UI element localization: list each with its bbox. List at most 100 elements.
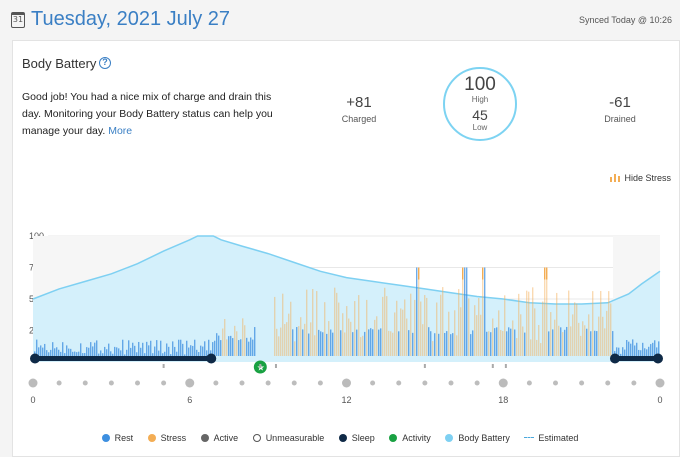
legend-estimated[interactable]: Estimated bbox=[524, 433, 578, 443]
legend-active[interactable]: Active bbox=[200, 433, 238, 443]
rest-bar bbox=[48, 352, 50, 356]
rest-bar bbox=[176, 351, 178, 356]
rest-bar bbox=[626, 340, 628, 356]
rest-bar bbox=[412, 332, 414, 356]
stress-bar bbox=[468, 298, 470, 356]
hour-dot bbox=[28, 378, 38, 388]
stress-bar bbox=[386, 296, 388, 356]
stress-bar bbox=[574, 302, 576, 356]
legend-activity[interactable]: Activity bbox=[389, 433, 431, 443]
rest-bar bbox=[564, 329, 566, 356]
summary-text: Good job! You had a nice mix of charge a… bbox=[22, 89, 292, 140]
stress-bar bbox=[360, 337, 362, 356]
time-tick bbox=[274, 364, 277, 368]
stress-bar bbox=[278, 336, 280, 356]
rest-bar bbox=[296, 327, 298, 356]
sleep-start-icon bbox=[30, 353, 40, 364]
low-value: 45 bbox=[472, 107, 488, 123]
legend-label: Estimated bbox=[538, 433, 579, 443]
legend-sleep[interactable]: Sleep bbox=[338, 433, 375, 443]
hour-dot bbox=[291, 380, 297, 386]
rest-bar bbox=[36, 339, 38, 356]
rest-bar bbox=[484, 267, 486, 356]
stress-bar bbox=[234, 325, 236, 356]
high-value: 100 bbox=[464, 74, 496, 95]
stress-bar bbox=[314, 335, 316, 356]
rest-bar bbox=[472, 330, 474, 356]
rest-bar bbox=[44, 343, 46, 356]
sleep-end-icon bbox=[206, 353, 217, 364]
legend-unmeasurable[interactable]: Unmeasurable bbox=[252, 433, 324, 443]
stress-bar bbox=[324, 302, 326, 356]
rest-bar bbox=[332, 332, 334, 356]
stress-bar bbox=[458, 289, 460, 356]
legend-rest[interactable]: Rest bbox=[101, 433, 133, 443]
stress-bar bbox=[530, 339, 532, 356]
rest-bar bbox=[248, 341, 250, 356]
rest-bar bbox=[218, 335, 220, 356]
rest-bar bbox=[636, 342, 638, 356]
stress-bar bbox=[556, 292, 558, 356]
rest-bar bbox=[64, 353, 66, 356]
legend-body-battery[interactable]: Body Battery bbox=[445, 433, 510, 443]
sleep-start-icon bbox=[609, 353, 620, 364]
time-tick bbox=[491, 364, 494, 368]
rest-bar bbox=[58, 349, 60, 356]
hour-dot bbox=[82, 380, 88, 386]
rest-bar bbox=[202, 346, 204, 356]
hour-dot bbox=[422, 380, 428, 386]
rest-bar bbox=[150, 340, 152, 356]
rest-bar bbox=[356, 329, 358, 356]
rest-bar bbox=[466, 267, 468, 356]
help-icon[interactable]: ? bbox=[99, 57, 111, 69]
stress-peak bbox=[546, 267, 548, 280]
rest-bar bbox=[200, 345, 202, 356]
hour-dot bbox=[239, 380, 245, 386]
rest-bar bbox=[182, 343, 184, 356]
time-tick bbox=[259, 364, 262, 368]
stress-bar bbox=[312, 289, 314, 356]
stress-bar bbox=[462, 267, 464, 356]
hour-dot bbox=[631, 380, 637, 386]
legend-stress[interactable]: Stress bbox=[147, 433, 186, 443]
stress-bar bbox=[382, 296, 384, 356]
stress-bar bbox=[478, 298, 480, 356]
high-label: High bbox=[471, 95, 489, 104]
rest-bar bbox=[444, 332, 446, 356]
x-tick-label: 0 bbox=[30, 395, 35, 405]
hide-stress-toggle[interactable]: Hide Stress bbox=[610, 173, 671, 183]
rest-bar bbox=[46, 350, 48, 356]
stress-bar bbox=[456, 335, 458, 356]
stress-bar bbox=[546, 267, 548, 356]
drained-label: Drained bbox=[604, 114, 636, 124]
rest-bar bbox=[174, 346, 176, 356]
rest-bar bbox=[252, 339, 254, 356]
stress-bar bbox=[432, 341, 434, 356]
low-label: Low bbox=[472, 123, 488, 132]
stress-bar bbox=[298, 326, 300, 356]
rest-bar bbox=[496, 327, 498, 356]
rest-bar bbox=[154, 346, 156, 356]
rest-bar bbox=[514, 329, 516, 356]
rest-bar bbox=[122, 339, 124, 356]
stress-bar bbox=[222, 328, 224, 356]
rest-bar bbox=[622, 347, 624, 356]
calendar-icon[interactable]: 31 bbox=[11, 12, 25, 28]
rest-bar bbox=[352, 332, 354, 356]
unmeasurable-dot-icon bbox=[252, 434, 261, 442]
rest-bar bbox=[98, 353, 100, 356]
stress-bar bbox=[394, 312, 396, 356]
stress-bar bbox=[480, 314, 482, 356]
stress-bar bbox=[344, 332, 346, 356]
stress-bar bbox=[224, 319, 226, 356]
stress-bar bbox=[436, 302, 438, 356]
activity-dot-icon bbox=[389, 434, 398, 442]
stress-bar bbox=[402, 309, 404, 356]
stress-bar bbox=[290, 301, 292, 356]
rest-bar bbox=[292, 329, 294, 356]
more-link[interactable]: More bbox=[108, 125, 133, 137]
rest-bar bbox=[38, 347, 40, 356]
rest-bar bbox=[114, 346, 116, 356]
rest-bar bbox=[340, 330, 342, 356]
rest-bar bbox=[560, 327, 562, 356]
